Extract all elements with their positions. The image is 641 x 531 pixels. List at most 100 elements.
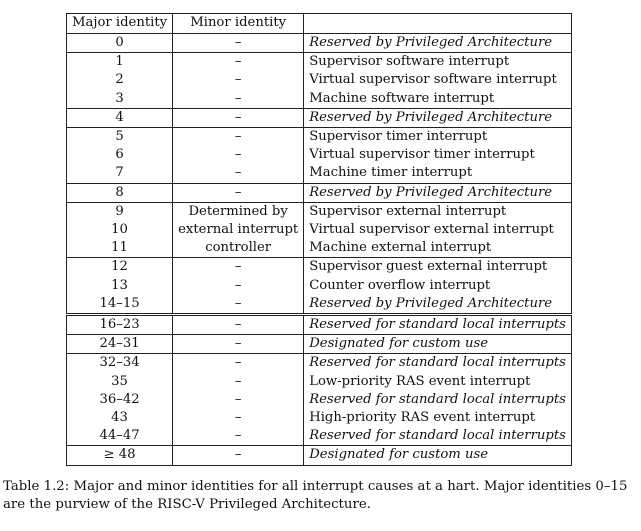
minor-identity-cell: – — [172, 257, 305, 277]
interrupt-description-cell: Machine external interrupt — [303, 239, 572, 258]
interrupt-description-cell: Reserved for standard local interrupts — [303, 353, 572, 373]
minor-identity-cell: controller — [172, 239, 305, 258]
interrupt-identity-table-container: Major identity Minor identity 0– Reserved… — [65, 13, 572, 466]
major-identity-cell: 8 — [65, 182, 174, 203]
major-identity-cell: 13 — [65, 276, 174, 295]
caption-label: Table 1.2: — [3, 479, 70, 494]
minor-identity-cell: – — [172, 353, 305, 373]
minor-identity-cell: Determined by — [172, 201, 305, 222]
table-row: 13– Counter overflow interrupt — [65, 276, 572, 295]
interrupt-description-cell: Machine software interrupt — [303, 89, 572, 109]
header-minor-identity: Minor identity — [172, 13, 305, 34]
interrupt-description-cell: Designated for custom use — [303, 445, 572, 466]
interrupt-description-cell: Reserved by Privileged Architecture — [303, 182, 572, 203]
table-row: 0– Reserved by Privileged Architecture — [65, 32, 572, 53]
minor-identity-cell: – — [172, 276, 305, 295]
table-header-row: Major identity Minor identity — [65, 13, 572, 34]
table-row: 24–31– Designated for custom use — [65, 334, 572, 354]
interrupt-description-cell: Virtual supervisor timer interrupt — [303, 146, 572, 165]
major-identity-cell: 0 — [65, 32, 174, 53]
table-row: 4– Reserved by Privileged Architecture — [65, 107, 572, 128]
major-identity-cell: 1 — [65, 52, 174, 72]
interrupt-description-cell: Low-priority RAS event interrupt — [303, 372, 572, 391]
minor-identity-cell: – — [172, 294, 305, 315]
table-row: 12– Supervisor guest external interrupt — [65, 257, 572, 277]
major-identity-cell: 14–15 — [65, 294, 174, 315]
minor-identity-cell: – — [172, 427, 305, 446]
major-identity-cell: 32–34 — [65, 353, 174, 373]
minor-identity-cell: external interrupt — [172, 221, 305, 240]
table-row: 1– Supervisor software interrupt — [65, 52, 572, 72]
major-identity-cell: 3 — [65, 89, 174, 109]
header-major-identity: Major identity — [65, 13, 174, 34]
interrupt-description-cell: High-priority RAS event interrupt — [303, 409, 572, 428]
major-identity-cell: 7 — [65, 164, 174, 184]
minor-identity-cell: – — [172, 32, 305, 53]
table-body: 0– Reserved by Privileged Architecture 1– S… — [65, 32, 572, 466]
interrupt-description-cell: Supervisor guest external interrupt — [303, 257, 572, 277]
major-identity-cell: 43 — [65, 409, 174, 428]
interrupt-description-cell: Reserved for standard local interrupts — [303, 390, 572, 410]
table-row: 2– Virtual supervisor software interrupt — [65, 71, 572, 90]
table-row: 16–23– Reserved for standard local interr… — [65, 313, 572, 335]
caption-text: Major and minor identities for all inter… — [3, 479, 628, 512]
minor-identity-cell: – — [172, 409, 305, 428]
header-description — [303, 13, 572, 34]
minor-identity-cell: – — [172, 107, 305, 128]
interrupt-description-cell: Designated for custom use — [303, 334, 572, 354]
table-row: 7– Machine timer interrupt — [65, 164, 572, 184]
interrupt-description-cell: Reserved by Privileged Architecture — [303, 32, 572, 53]
minor-identity-cell: – — [172, 127, 305, 147]
interrupt-description-cell: Machine timer interrupt — [303, 164, 572, 184]
major-identity-cell: 12 — [65, 257, 174, 277]
major-identity-cell: 10 — [65, 221, 174, 240]
table-row: ≥ 48– Designated for custom use — [65, 445, 572, 466]
minor-identity-cell: – — [172, 146, 305, 165]
major-identity-cell: 36–42 — [65, 390, 174, 410]
interrupt-description-cell: Virtual supervisor software interrupt — [303, 71, 572, 90]
minor-identity-cell: – — [172, 334, 305, 354]
table-row: 9 Determined by Supervisor external interr… — [65, 201, 572, 222]
table-row: 44–47– Reserved for standard local interr… — [65, 427, 572, 446]
minor-identity-cell: – — [172, 71, 305, 90]
table-row: 14–15– Reserved by Privileged Architectur… — [65, 294, 572, 315]
interrupt-description-cell: Counter overflow interrupt — [303, 276, 572, 295]
table-row: 10 external interrupt Virtual supervisor e… — [65, 221, 572, 240]
minor-identity-cell: – — [172, 52, 305, 72]
major-identity-cell: 35 — [65, 372, 174, 391]
major-identity-cell: 9 — [65, 201, 174, 222]
minor-identity-cell: – — [172, 182, 305, 203]
major-identity-cell: 6 — [65, 146, 174, 165]
major-identity-cell: 44–47 — [65, 427, 174, 446]
interrupt-description-cell: Reserved by Privileged Architecture — [303, 107, 572, 128]
table-row: 36–42– Reserved for standard local interr… — [65, 390, 572, 410]
table-row: 8– Reserved by Privileged Architecture — [65, 182, 572, 203]
interrupt-description-cell: Reserved by Privileged Architecture — [303, 294, 572, 315]
major-identity-cell: 2 — [65, 71, 174, 90]
table-row: 3– Machine software interrupt — [65, 89, 572, 109]
table-row: 35– Low-priority RAS event interrupt — [65, 372, 572, 391]
major-identity-cell: 4 — [65, 107, 174, 128]
interrupt-description-cell: Supervisor external interrupt — [303, 201, 572, 222]
table-row: 43– High-priority RAS event interrupt — [65, 409, 572, 428]
minor-identity-cell: – — [172, 445, 305, 466]
interrupt-description-cell: Virtual supervisor external interrupt — [303, 221, 572, 240]
major-identity-cell: 16–23 — [65, 313, 174, 335]
major-identity-cell: 5 — [65, 127, 174, 147]
interrupt-description-cell: Supervisor software interrupt — [303, 52, 572, 72]
minor-identity-cell: – — [172, 164, 305, 184]
interrupt-description-cell: Supervisor timer interrupt — [303, 127, 572, 147]
table-caption: Table 1.2: Major and minor identities fo… — [3, 478, 635, 514]
major-identity-cell: ≥ 48 — [65, 445, 174, 466]
minor-identity-cell: – — [172, 390, 305, 410]
table-row: 5– Supervisor timer interrupt — [65, 127, 572, 147]
interrupt-description-cell: Reserved for standard local interrupts — [303, 313, 572, 335]
table-row: 11 controller Machine external interrupt — [65, 239, 572, 258]
minor-identity-cell: – — [172, 89, 305, 109]
minor-identity-cell: – — [172, 313, 305, 335]
minor-identity-cell: – — [172, 372, 305, 391]
table-row: 6– Virtual supervisor timer interrupt — [65, 146, 572, 165]
major-identity-cell: 11 — [65, 239, 174, 258]
interrupt-identity-table: Major identity Minor identity 0– Reserved… — [65, 13, 572, 466]
table-row: 32–34– Reserved for standard local interr… — [65, 353, 572, 373]
